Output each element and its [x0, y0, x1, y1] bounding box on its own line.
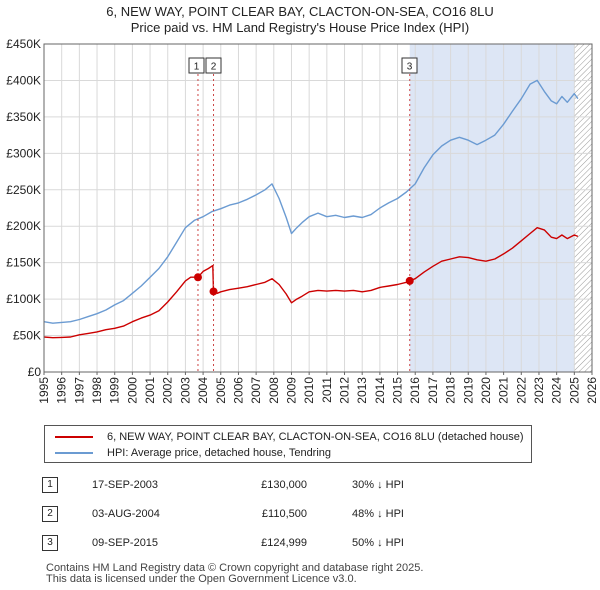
legend-swatch-property — [55, 436, 93, 438]
x-tick-label: 2000 — [125, 377, 139, 404]
sale-marker-label: 1 — [194, 62, 200, 73]
legend-label-property: 6, NEW WAY, POINT CLEAR BAY, CLACTON-ON-… — [107, 431, 524, 443]
x-tick-label: 1998 — [90, 377, 104, 404]
x-tick-label: 1999 — [108, 377, 122, 404]
x-tick-label: 1997 — [72, 377, 86, 404]
x-tick-label: 2010 — [302, 377, 316, 404]
chart-subtitle: Price paid vs. HM Land Registry's House … — [130, 20, 470, 35]
sale-price: £130,000 — [261, 478, 307, 491]
post-sale-shading — [409, 44, 592, 372]
forecast-hatching — [574, 44, 592, 372]
x-tick-label: 2009 — [284, 377, 298, 404]
sale-point — [209, 287, 218, 296]
x-tick-label: 2017 — [426, 377, 440, 404]
x-tick-label: 2018 — [444, 377, 458, 404]
legend-item-hpi: HPI: Average price, detached house, Tend… — [55, 445, 331, 461]
sale-price: £110,500 — [261, 507, 307, 520]
sale-date: 03-AUG-2004 — [92, 507, 160, 520]
y-tick-label: £100K — [6, 292, 41, 306]
x-tick-label: 2025 — [567, 377, 581, 404]
sale-hpi-diff: 30% ↓ HPI — [352, 478, 404, 491]
sale-date: 17-SEP-2003 — [92, 478, 159, 491]
x-tick-label: 2016 — [408, 377, 422, 404]
y-tick-label: £50K — [13, 329, 41, 343]
x-tick-label: 2015 — [391, 377, 405, 404]
footer-copyright: Contains HM Land Registry data © Crown c… — [46, 562, 424, 574]
sale-price: £124,999 — [261, 536, 307, 549]
sale-marker-box — [401, 57, 418, 74]
x-tick-label: 2001 — [143, 377, 157, 404]
x-tick-label: 2013 — [355, 377, 369, 404]
y-tick-label: £150K — [6, 256, 41, 270]
x-tick-label: 2004 — [196, 377, 210, 404]
x-tick-label: 2011 — [320, 377, 334, 403]
x-tick-label: 2022 — [514, 377, 528, 404]
table-row: 1 17-SEP-2003 £130,000 30% ↓ HPI — [42, 470, 404, 499]
x-tick-label: 2020 — [479, 377, 493, 404]
sale-number: 2 — [42, 505, 58, 522]
x-tick-label: 1995 — [37, 377, 51, 404]
y-tick-label: £250K — [6, 183, 41, 197]
sale-hpi-diff: 48% ↓ HPI — [352, 507, 404, 520]
y-tick-label: £300K — [6, 146, 41, 160]
chart-title-line1: 6, NEW WAY, POINT CLEAR BAY, CLACTON-ON-… — [106, 4, 494, 19]
sales-table: 1 17-SEP-2003 £130,000 30% ↓ HPI 2 03-AU… — [42, 470, 404, 557]
x-tick-label: 1996 — [55, 377, 69, 404]
x-tick-label: 2003 — [178, 377, 192, 404]
x-tick-label: 2012 — [338, 377, 352, 404]
sale-number: 3 — [42, 534, 58, 551]
x-tick-label: 2021 — [497, 377, 511, 404]
x-tick-label: 2008 — [267, 377, 281, 404]
sale-marker-box — [205, 57, 222, 74]
property-series-line — [43, 226, 579, 339]
sale-date: 09-SEP-2015 — [92, 536, 159, 549]
footer-licence: This data is licensed under the Open Gov… — [46, 573, 357, 585]
y-tick-label: £400K — [6, 73, 41, 87]
legend-label-hpi: HPI: Average price, detached house, Tend… — [107, 447, 332, 459]
legend-item-property: 6, NEW WAY, POINT CLEAR BAY, CLACTON-ON-… — [55, 429, 524, 445]
x-tick-label: 2023 — [532, 377, 546, 404]
y-tick-label: £450K — [6, 37, 41, 51]
x-tick-label: 2002 — [161, 377, 175, 404]
y-tick-label: £350K — [6, 110, 41, 124]
sale-point — [193, 273, 202, 282]
y-tick-label: £200K — [6, 219, 41, 233]
hpi-series-line — [43, 79, 579, 324]
x-tick-label: 2007 — [249, 377, 263, 404]
sale-marker-label: 3 — [407, 62, 413, 73]
sale-point — [405, 276, 414, 285]
sale-number: 1 — [42, 476, 58, 493]
y-tick-label: £0 — [28, 365, 42, 379]
x-tick-label: 2014 — [373, 377, 387, 404]
table-row: 2 03-AUG-2004 £110,500 48% ↓ HPI — [42, 499, 404, 528]
plot-frame — [43, 43, 593, 373]
table-row: 3 09-SEP-2015 £124,999 50% ↓ HPI — [42, 528, 404, 557]
sale-marker-box — [188, 57, 205, 74]
x-tick-label: 2026 — [585, 377, 599, 404]
x-tick-label: 2019 — [461, 377, 475, 404]
sale-hpi-diff: 50% ↓ HPI — [352, 536, 404, 549]
x-tick-label: 2006 — [231, 377, 245, 404]
x-tick-label: 2024 — [550, 377, 564, 404]
legend-swatch-hpi — [55, 452, 93, 454]
chart-legend: 6, NEW WAY, POINT CLEAR BAY, CLACTON-ON-… — [44, 425, 532, 463]
x-tick-label: 2005 — [214, 377, 228, 404]
sale-marker-label: 2 — [211, 62, 217, 73]
